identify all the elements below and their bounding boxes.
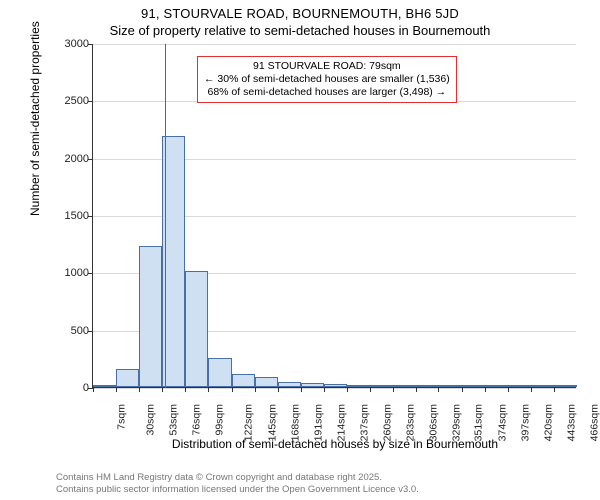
histogram-bar [438,385,461,387]
xtick-label: 145sqm [266,404,278,441]
xtick-label: 168sqm [289,404,301,441]
ytick-label: 1000 [51,267,89,279]
footer: Contains HM Land Registry data © Crown c… [56,472,419,495]
xtick-mark [116,387,117,392]
annotation-line: 91 STOURVALE ROAD: 79sqm [204,60,450,73]
xtick-mark [370,387,371,392]
xtick-label: 283sqm [405,404,417,441]
xtick-label: 30sqm [145,404,157,436]
xtick-label: 351sqm [473,404,485,441]
footer-line1: Contains HM Land Registry data © Crown c… [56,472,419,483]
footer-line2: Contains public sector information licen… [56,484,419,495]
xtick-mark [508,387,509,392]
xtick-label: 99sqm [214,404,226,436]
histogram-bar [185,271,208,387]
xtick-mark [139,387,140,392]
xtick-label: 7sqm [116,404,128,430]
plot-area: Distribution of semi-detached houses by … [92,44,576,388]
xtick-label: 306sqm [428,404,440,441]
xtick-mark [208,387,209,392]
xtick-mark [162,387,163,392]
xtick-mark [531,387,532,392]
ytick-label: 1500 [51,210,89,222]
histogram-bar [485,385,508,387]
xtick-mark [438,387,439,392]
xtick-label: 374sqm [496,404,508,441]
ytick-label: 0 [51,382,89,394]
xtick-label: 122sqm [243,404,255,441]
histogram-bar [531,385,554,387]
gridline [93,388,576,389]
xtick-mark [232,387,233,392]
xtick-label: 466sqm [588,404,600,441]
ytick-label: 2000 [51,153,89,165]
chart-container: Number of semi-detached properties Distr… [56,44,576,414]
histogram-bar [208,358,231,387]
xtick-label: 214sqm [335,404,347,441]
histogram-bar [416,385,439,387]
xtick-mark [324,387,325,392]
histogram-bar [116,369,139,387]
histogram-bar [324,384,347,387]
histogram-bar [347,385,370,387]
xtick-label: 237sqm [358,404,370,441]
xtick-mark [93,387,94,392]
xtick-label: 397sqm [519,404,531,441]
annotation-line: ← 30% of semi-detached houses are smalle… [204,73,450,86]
page-title-line2: Size of property relative to semi-detach… [0,21,600,38]
annotation-line: 68% of semi-detached houses are larger (… [204,86,450,99]
ytick-label: 2500 [51,95,89,107]
xtick-label: 443sqm [565,404,577,441]
xtick-label: 260sqm [381,404,393,441]
histogram-bar [393,385,416,387]
xtick-label: 329sqm [451,404,463,441]
xtick-mark [416,387,417,392]
xtick-mark [485,387,486,392]
xtick-label: 76sqm [191,404,203,436]
xtick-mark [462,387,463,392]
page-title-line1: 91, STOURVALE ROAD, BOURNEMOUTH, BH6 5JD [0,0,600,21]
xtick-mark [393,387,394,392]
xtick-mark [347,387,348,392]
xtick-mark [185,387,186,392]
xtick-mark [255,387,256,392]
ytick-label: 500 [51,325,89,337]
histogram-bar [255,377,278,387]
histogram-bar [508,385,531,387]
histogram-bar [370,385,393,387]
annotation-box: 91 STOURVALE ROAD: 79sqm← 30% of semi-de… [197,56,457,103]
ytick-label: 3000 [51,38,89,50]
histogram-bar [278,382,301,388]
histogram-bar [301,383,324,387]
histogram-bar [139,246,162,387]
xtick-mark [554,387,555,392]
reference-line [165,44,166,388]
y-axis-label: Number of semi-detached properties [28,21,42,216]
histogram-bar [462,385,485,387]
xtick-label: 53sqm [168,404,180,436]
histogram-bar [554,385,577,387]
xtick-label: 191sqm [312,404,324,441]
histogram-bar [232,374,255,387]
histogram-bar [93,385,116,387]
xtick-mark [301,387,302,392]
xtick-mark [278,387,279,392]
xtick-label: 420sqm [542,404,554,441]
